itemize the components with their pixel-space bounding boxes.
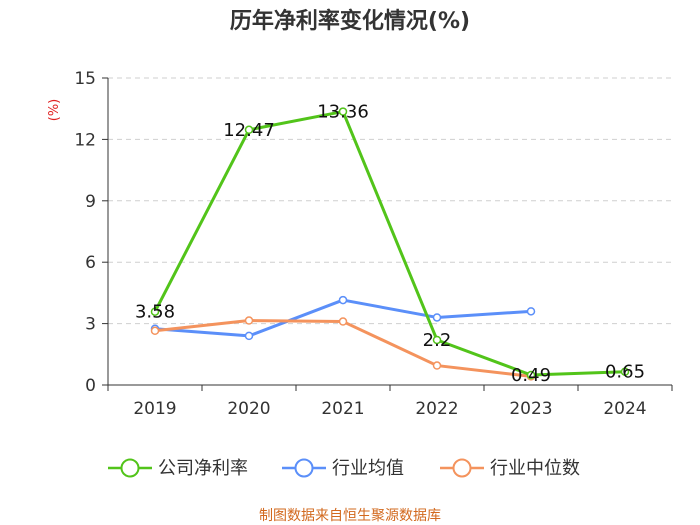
legend-marker-0 — [120, 458, 140, 478]
series-point-1 — [526, 307, 536, 316]
x-tick-label: 2019 — [133, 399, 176, 419]
series-point-0 — [432, 335, 442, 345]
y-tick-label: 0 — [85, 376, 96, 396]
axis-layer: 0 3 6 9 12 15 2019 2020 2021 2022 2023 2024 — [74, 69, 673, 419]
y-axis-unit: (%) — [47, 99, 62, 122]
series-point-2 — [432, 361, 442, 370]
legend-marker-2 — [452, 458, 472, 478]
grid-layer — [108, 77, 672, 325]
series-point-1 — [432, 313, 442, 322]
data-label: 0.65 — [605, 362, 645, 383]
series-point-2 — [338, 317, 348, 326]
legend-marker-1 — [294, 458, 314, 478]
data-label: 3.58 — [135, 302, 175, 323]
x-tick-label: 2024 — [603, 399, 646, 419]
y-tick-label: 15 — [74, 69, 96, 89]
source-note: 制图数据来自恒生聚源数据库 — [259, 508, 441, 524]
series-point-1 — [244, 331, 254, 341]
legend: 公司净利率 行业均值 行业中位数 — [108, 458, 580, 479]
series-point-0 — [150, 307, 160, 316]
data-label: 12.47 — [223, 120, 275, 141]
data-label-layer: 3.58 12.47 13.36 2.2 0.49 0.65 — [135, 102, 645, 386]
y-tick-label: 12 — [74, 130, 96, 150]
x-tick-label: 2020 — [227, 399, 270, 419]
x-tick-label: 2021 — [321, 399, 364, 419]
series-point-2 — [150, 326, 160, 336]
x-tick-label: 2023 — [509, 399, 552, 419]
series-point-1 — [338, 295, 348, 305]
y-tick-label: 3 — [85, 315, 96, 335]
series-point-0 — [526, 370, 536, 380]
series-point-2 — [244, 316, 254, 325]
chart-title: 历年净利率变化情况(%) — [230, 8, 470, 34]
legend-label-1: 行业均值 — [332, 458, 404, 479]
x-tick-label: 2022 — [415, 399, 458, 419]
data-label: 0.49 — [511, 365, 551, 386]
series-line-0 — [153, 110, 626, 377]
y-tick-label: 9 — [85, 192, 96, 212]
data-label: 13.36 — [317, 102, 369, 123]
data-label: 2.2 — [423, 330, 452, 351]
series-point-0 — [244, 125, 254, 135]
series-line-2 — [154, 319, 532, 378]
series-layer — [150, 107, 630, 381]
legend-label-0: 公司净利率 — [158, 458, 248, 479]
series-point-0 — [338, 107, 348, 116]
y-tick-label: 6 — [85, 253, 96, 273]
series-point-0 — [620, 367, 630, 376]
legend-label-2: 行业中位数 — [490, 458, 580, 479]
